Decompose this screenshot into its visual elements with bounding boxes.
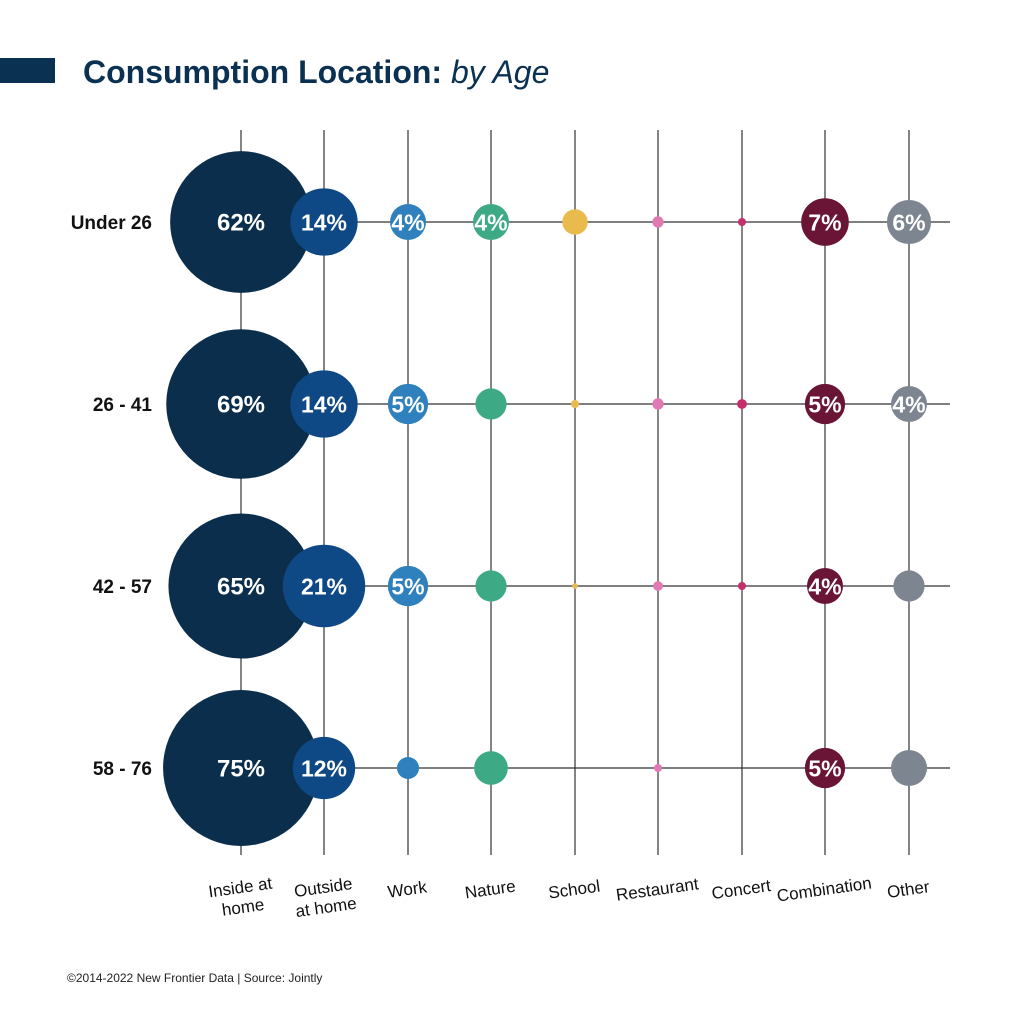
category-label-3-line-0: Nature — [464, 877, 517, 903]
category-label-5: Restaurant — [615, 874, 700, 904]
category-label-7: Combination — [776, 874, 873, 906]
category-label-2-line-0: Work — [386, 877, 428, 901]
bubble-r3-c2 — [396, 756, 420, 780]
bubble-chart: 62% 14% 4% 4% 7% 6% 69% 14% 5% 5% 4% 65% 21% 5% 4% 75% 1… — [71, 130, 950, 922]
value-label-r3-c0: 75% — [217, 756, 265, 783]
value-label-r0-c2: 4% — [391, 209, 424, 235]
bubble-r1-c7 — [804, 383, 846, 425]
row-label-0: Under 26 — [71, 213, 152, 234]
bubble-r0-c8 — [886, 199, 932, 245]
value-label-r1-c2: 5% — [391, 391, 424, 417]
category-label-5-line-0: Restaurant — [615, 874, 700, 904]
chart-title-sub: by Age — [450, 54, 550, 90]
bubbles — [163, 151, 932, 846]
bubble-r1-c1 — [290, 370, 358, 438]
bubble-r1-c4 — [570, 399, 580, 409]
bubble-r1-c2 — [387, 383, 429, 425]
category-label-2: Work — [386, 877, 428, 901]
bubble-r1-c5 — [652, 398, 664, 410]
bubble-r3-c1 — [292, 736, 356, 800]
value-label-r2-c2: 5% — [391, 573, 424, 599]
title-accent-bar — [0, 58, 55, 83]
value-label-r1-c1: 14% — [301, 391, 347, 417]
bubble-r1-c3 — [475, 388, 507, 420]
chart-title-main: Consumption Location: — [83, 54, 443, 90]
bubble-r0-c0 — [170, 151, 312, 293]
value-label-r1-c8: 4% — [892, 391, 925, 417]
value-label-r0-c8: 6% — [892, 209, 925, 235]
bubble-r3-c3 — [474, 751, 508, 785]
category-label-8: Other — [886, 877, 931, 902]
bubble-r1-c8 — [891, 386, 927, 422]
bubble-r3-c8 — [891, 750, 927, 786]
category-label-6-line-0: Concert — [710, 876, 772, 903]
category-label-7-line-0: Combination — [776, 874, 873, 906]
bubble-r0-c2 — [390, 204, 426, 240]
bubble-r2-c4 — [572, 583, 578, 589]
bubble-r3-c7 — [804, 747, 846, 789]
value-label-r0-c1: 14% — [301, 209, 347, 235]
row-labels: Under 26 26 - 41 42 - 57 58 - 76 — [71, 213, 153, 780]
value-label-r2-c1: 21% — [301, 573, 347, 599]
value-label-r0-c3: 4% — [474, 209, 507, 235]
category-label-4-line-0: School — [547, 877, 601, 903]
bubble-r0-c6 — [737, 217, 747, 227]
value-label-r1-c0: 69% — [217, 392, 265, 419]
bubble-r0-c7 — [801, 198, 849, 246]
bubble-r0-c5 — [652, 216, 664, 228]
bubble-r1-c6 — [737, 399, 747, 409]
category-label-8-line-0: Other — [886, 877, 931, 902]
bubble-r0-c3 — [473, 204, 509, 240]
bubble-r3-c5 — [653, 763, 663, 773]
bubble-r2-c7 — [807, 568, 843, 604]
row-label-2: 42 - 57 — [93, 577, 152, 598]
bubble-r2-c0 — [168, 513, 314, 659]
value-label-r0-c7: 7% — [808, 209, 841, 235]
bubble-r2-c2 — [387, 565, 429, 607]
footer-source-text: ©2014-2022 New Frontier Data | Source: J… — [67, 971, 323, 985]
bubble-r2-c8 — [893, 570, 925, 602]
chart-title: Consumption Location: by Age — [83, 52, 549, 92]
value-labels: 62% 14% 4% 4% 7% 6% 69% 14% 5% 5% 4% 65% 21% 5% 4% 75% 1… — [217, 209, 926, 782]
value-label-r2-c0: 65% — [217, 574, 265, 601]
bubble-r2-c1 — [282, 544, 366, 628]
bubble-r0-c1 — [290, 188, 358, 256]
bubble-r2-c6 — [737, 581, 747, 591]
row-label-3: 58 - 76 — [93, 759, 152, 780]
row-label-1: 26 - 41 — [93, 395, 153, 416]
value-label-r2-c7: 4% — [808, 573, 841, 599]
category-label-3: Nature — [464, 877, 517, 903]
bubble-r1-c0 — [166, 329, 316, 479]
bubble-r2-c3 — [475, 570, 507, 602]
category-label-6: Concert — [710, 876, 772, 903]
value-label-r3-c7: 5% — [808, 755, 841, 781]
bubble-r3-c0 — [163, 690, 319, 846]
value-label-r0-c0: 62% — [217, 210, 265, 237]
value-label-r3-c1: 12% — [301, 755, 347, 781]
bubble-r0-c4 — [562, 209, 588, 235]
bubble-r2-c5 — [653, 581, 663, 591]
category-label-4: School — [547, 877, 601, 903]
value-label-r1-c7: 5% — [808, 391, 841, 417]
